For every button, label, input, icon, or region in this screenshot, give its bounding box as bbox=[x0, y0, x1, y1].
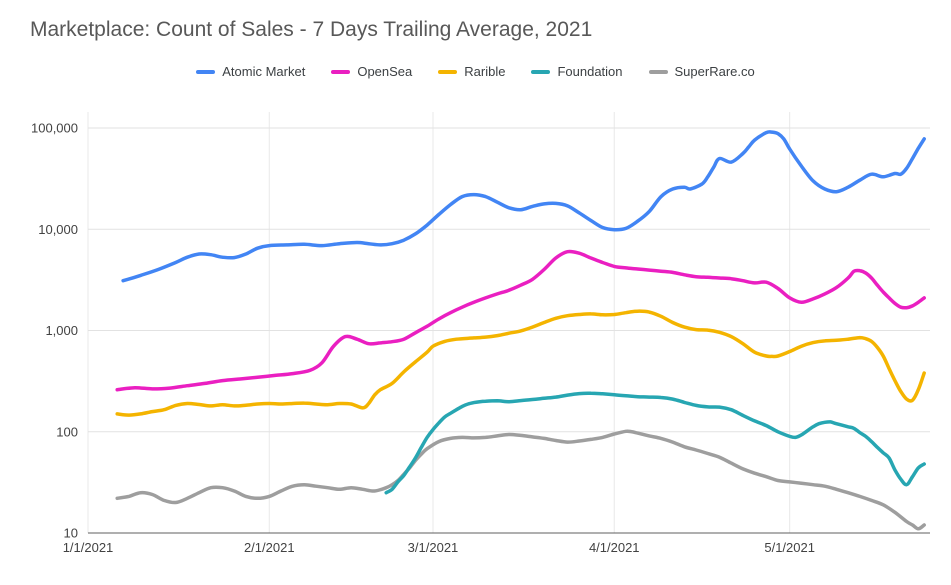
legend-item-superrare-co[interactable]: SuperRare.co bbox=[648, 64, 755, 79]
series-line-superrare-co[interactable] bbox=[115, 429, 926, 531]
x-axis-tick-label: 4/1/2021 bbox=[589, 540, 640, 555]
legend-item-atomic-market[interactable]: Atomic Market bbox=[196, 64, 305, 79]
legend-item-opensea[interactable]: OpenSea bbox=[331, 64, 412, 79]
y-axis-tick-label: 1,000 bbox=[45, 323, 78, 338]
legend: Atomic Market OpenSea Rarible Foundation Sup… bbox=[0, 64, 951, 79]
series-line-opensea[interactable] bbox=[115, 249, 926, 392]
y-axis-tick-label: 10 bbox=[64, 526, 78, 541]
series-line-rarible[interactable] bbox=[115, 309, 926, 417]
y-axis-tick-label: 100,000 bbox=[31, 121, 78, 136]
legend-item-foundation[interactable]: Foundation bbox=[531, 64, 623, 79]
legend-marker-icon bbox=[438, 69, 458, 74]
x-axis-tick-label: 5/1/2021 bbox=[764, 540, 815, 555]
legend-label: OpenSea bbox=[357, 64, 413, 79]
legend-item-rarible[interactable]: Rarible bbox=[438, 64, 505, 79]
legend-label: Foundation bbox=[557, 64, 623, 79]
series-line-atomic-market[interactable] bbox=[121, 130, 926, 283]
x-axis-tick-label: 2/1/2021 bbox=[244, 540, 295, 555]
legend-marker-icon bbox=[531, 69, 551, 74]
x-axis-tick-label: 3/1/2021 bbox=[408, 540, 459, 555]
chart-title: Marketplace: Count of Sales - 7 Days Tra… bbox=[30, 18, 593, 41]
legend-label: Rarible bbox=[464, 64, 506, 79]
x-axis-tick-label: 1/1/2021 bbox=[63, 540, 114, 555]
legend-marker-icon bbox=[331, 69, 351, 74]
y-axis-tick-label: 100 bbox=[56, 424, 78, 439]
legend-label: SuperRare.co bbox=[674, 64, 755, 79]
series-line-foundation[interactable] bbox=[384, 391, 926, 495]
y-axis-tick-label: 10,000 bbox=[38, 222, 78, 237]
legend-marker-icon bbox=[196, 69, 216, 74]
legend-label: Atomic Market bbox=[222, 64, 306, 79]
legend-marker-icon bbox=[648, 69, 668, 74]
